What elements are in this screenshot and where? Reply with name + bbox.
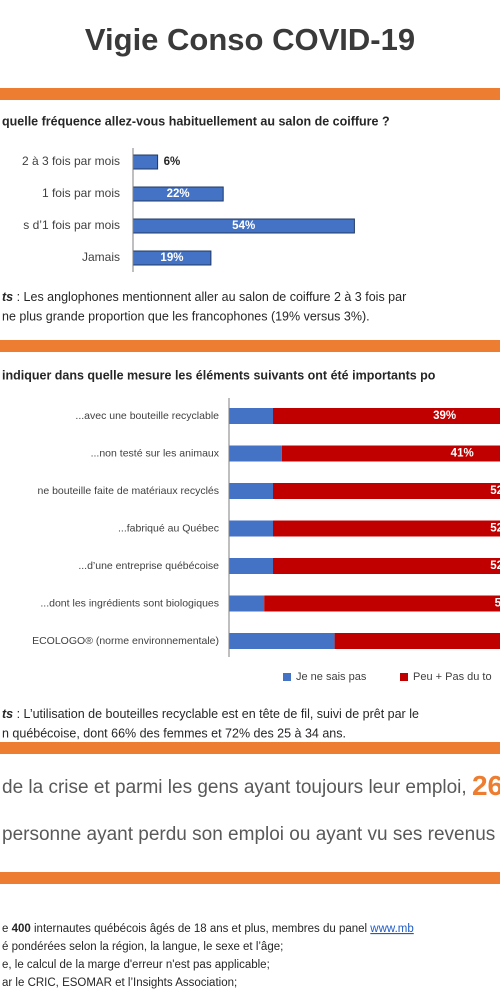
bar-segment	[229, 558, 273, 574]
note-2-line-1: ts : L’utilisation de bouteilles recycla…	[2, 707, 419, 721]
highlight-text: de la crise et parmi les gens ayant touj…	[2, 777, 467, 798]
footer-line: é pondérées selon la région, la langue, …	[2, 941, 283, 953]
note-lead: ts	[2, 707, 13, 721]
y-tick-label: 1 fois par mois	[42, 186, 120, 200]
value-label: 52%	[490, 560, 500, 572]
footer-text: internautes québécois âgés de 18 ans et …	[34, 923, 367, 935]
legend-label: Je ne sais pas	[296, 671, 367, 683]
y-tick-label: ...avec une bouteille recyclable	[75, 410, 219, 422]
bar-segment	[229, 483, 273, 499]
footer-line-1: e 400 internautes québécois âgés de 18 a…	[2, 923, 414, 935]
bar	[132, 154, 159, 170]
bar-segment	[334, 633, 500, 649]
note-text: : L’utilisation de bouteilles recyclable…	[17, 707, 419, 721]
highlight-line-1: de la crise et parmi les gens ayant touj…	[2, 770, 500, 801]
y-tick-label: 2 à 3 fois par mois	[22, 154, 120, 168]
orange-rule	[0, 872, 500, 884]
y-tick-label: ...d’une entreprise québécoise	[78, 560, 219, 572]
bar-segment	[264, 595, 500, 612]
note-1-line-2: ne plus grande proportion que les franco…	[2, 309, 370, 323]
legend-swatch	[283, 673, 291, 681]
legend-swatch	[400, 673, 408, 681]
bar-segment	[273, 520, 500, 537]
y-tick-label: ...dont les ingrédients sont biologiques	[40, 597, 219, 609]
note-1-line-1: ts : Les anglophones mentionnent aller a…	[2, 290, 406, 304]
value-label: 55%	[495, 598, 500, 610]
bar-segment	[229, 445, 282, 462]
orange-rule	[0, 340, 500, 352]
value-label: 52%	[490, 485, 500, 497]
bar-segment	[273, 483, 500, 499]
y-tick-label: ...non testé sur les animaux	[91, 447, 220, 459]
orange-rule	[0, 742, 500, 754]
footer-line: ar le CRIC, ESOMAR et l’Insights Associa…	[2, 977, 237, 989]
bar-segment	[273, 558, 500, 574]
y-tick-label: Jamais	[82, 250, 120, 264]
value-label: 54%	[232, 220, 255, 232]
value-label: 52%	[490, 523, 500, 535]
y-tick-label: s d’1 fois par mois	[23, 218, 120, 232]
question-2: indiquer dans quelle mesure les éléments…	[2, 368, 436, 382]
footer-bold: 400	[12, 923, 31, 935]
highlight-line-2: personne ayant perdu son emploi ou ayant…	[2, 824, 495, 845]
y-tick-label: ...fabriqué au Québec	[118, 522, 219, 534]
bar-segment	[229, 520, 273, 537]
note-text: : Les anglophones mentionnent aller au s…	[17, 290, 407, 304]
value-label: 39%	[433, 410, 456, 422]
footer-link[interactable]: www.mb	[369, 923, 413, 935]
value-label: 19%	[160, 252, 183, 264]
bar-segment	[229, 408, 273, 424]
legend-label: Peu + Pas du to	[413, 671, 492, 683]
value-label: 6%	[164, 156, 181, 168]
y-tick-label: ne bouteille faite de matériaux recyclés	[37, 485, 219, 497]
bar-segment	[229, 595, 265, 612]
value-label: 41%	[451, 448, 474, 460]
question-1: quelle fréquence allez-vous habituelleme…	[2, 114, 390, 128]
note-lead: ts	[2, 290, 13, 304]
footer-line: e, le calcul de la marge d'erreur n'est …	[2, 959, 270, 971]
page-title: Vigie Conso COVID-19	[85, 22, 415, 57]
bar-segment	[273, 408, 500, 424]
footer-text: e	[2, 923, 8, 935]
orange-rule	[0, 88, 500, 100]
note-2-line-2: n québécoise, dont 66% des femmes et 72%…	[2, 726, 346, 740]
bar-segment	[229, 633, 335, 649]
value-label: 22%	[167, 188, 190, 200]
bar-segment	[281, 445, 500, 462]
highlight-number: 26	[472, 770, 500, 801]
y-tick-label: ECOLOGO® (norme environnementale)	[32, 635, 219, 647]
